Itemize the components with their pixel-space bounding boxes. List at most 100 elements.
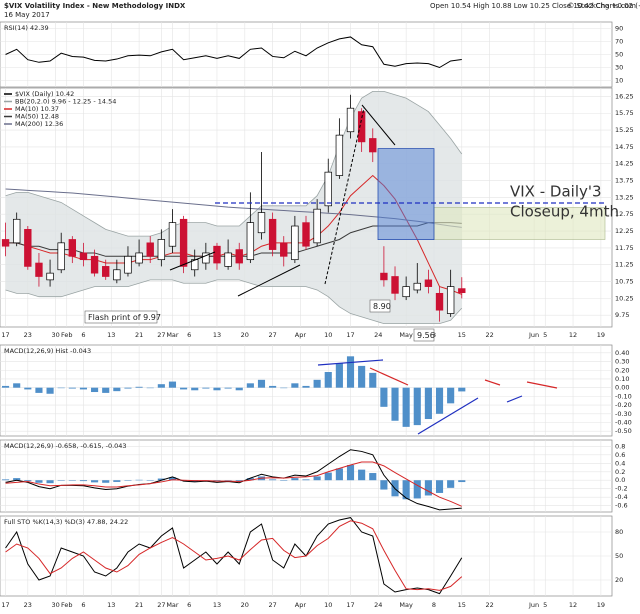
y-tick-label: 16.25 [615, 92, 634, 100]
trendline [484, 379, 501, 386]
gap-box [377, 148, 435, 241]
x-tick-label: Apr [295, 331, 307, 339]
bar [346, 356, 355, 388]
bar [91, 480, 99, 483]
candle-body [235, 249, 243, 264]
bar [246, 478, 254, 481]
candle-body [135, 252, 143, 264]
x-tick-label: May [399, 331, 413, 339]
header-date: 16 May 2017 [4, 11, 50, 19]
bar [124, 480, 132, 481]
y-tick-label: 10.25 [615, 294, 634, 302]
header-title: $VIX Volatility Index - New Methodology … [4, 2, 186, 10]
candle-body [435, 292, 444, 311]
bar [313, 379, 321, 388]
candle-body [79, 252, 88, 261]
bar [413, 480, 421, 499]
candle-body [268, 218, 277, 250]
y-tick-label: -0.6 [615, 502, 628, 510]
y-tick-label: 0.2 [615, 468, 625, 476]
panel-title: Full STO %K(14,3) %D(3) 47.88, 24.22 [4, 518, 128, 526]
bar [257, 379, 266, 388]
candle-body [213, 245, 221, 264]
bar [135, 479, 143, 481]
bar [13, 478, 21, 481]
x-tick-label: 21 [135, 331, 143, 339]
candle-body [446, 286, 455, 314]
y-tick-label: 0.20 [615, 366, 629, 374]
y-tick-label: 90 [615, 25, 623, 33]
bar [102, 480, 110, 483]
target-zone [433, 207, 606, 240]
bar [146, 387, 154, 389]
candle-body [302, 222, 310, 247]
y-tick-label: -0.40 [615, 419, 632, 427]
legend-label: $VIX (Daily) 10.42 [15, 90, 74, 98]
x-tick-label: 10 [324, 331, 332, 339]
bar [102, 387, 110, 393]
bar [358, 469, 366, 481]
bar [269, 385, 277, 388]
bar [291, 478, 299, 481]
bar [424, 480, 432, 496]
candle-body [402, 286, 410, 298]
candle-body [246, 222, 255, 261]
annotation-box [84, 310, 158, 324]
bar [280, 387, 288, 389]
x-tick-label: 20 [241, 601, 249, 609]
annotation-box [369, 299, 391, 313]
bar [180, 387, 188, 390]
y-tick-label: 0.6 [615, 451, 625, 459]
x-tick-label: 10 [324, 601, 332, 609]
bar [224, 387, 232, 389]
x-tick-label: 30 [51, 331, 59, 339]
bar [380, 480, 388, 490]
y-tick-label: 15.75 [615, 109, 634, 117]
bar [113, 387, 121, 392]
bar [324, 472, 332, 481]
x-tick-label: 13 [213, 601, 221, 609]
candle-body [24, 229, 32, 267]
x-tick-label: 13 [107, 331, 115, 339]
bar [68, 387, 76, 389]
candle-body [146, 242, 154, 257]
legend-label: BB(20,2.0) 9.96 - 12.25 - 14.54 [15, 98, 116, 106]
bar [35, 480, 43, 483]
line [5, 279, 463, 325]
panel-title: RSI(14) 42.39 [4, 24, 49, 32]
bar [157, 478, 165, 481]
bar [291, 383, 299, 388]
trendline [417, 397, 479, 435]
y-tick-label: -0.20 [615, 401, 632, 409]
y-tick-label: 0.8 [615, 442, 625, 450]
bar [402, 387, 410, 427]
x-tick-label: 24 [374, 601, 382, 609]
x-tick-label: 5 [543, 331, 547, 339]
bar [146, 480, 154, 481]
y-tick-label: -0.30 [615, 410, 632, 418]
x-tick-label: 27 [268, 331, 276, 339]
x-tick-label: Mar [166, 331, 179, 339]
bar [24, 480, 32, 482]
annotation-box [413, 328, 435, 342]
candle-body [1, 239, 10, 247]
x-tick-label: 23 [24, 601, 32, 609]
bar [346, 464, 355, 481]
x-tick-label: 5 [543, 601, 547, 609]
y-tick-label: 50 [615, 51, 623, 59]
x-tick-label: Feb [61, 331, 73, 339]
candle-body [280, 242, 288, 257]
candle-body [157, 239, 166, 261]
x-tick-label: 8 [432, 601, 436, 609]
y-tick-label: 0.0 [615, 476, 625, 484]
y-tick-label: -0.4 [615, 493, 628, 501]
x-tick-label: Jun [528, 331, 539, 339]
x-tick-label: 19 [597, 601, 605, 609]
annotation: VIX - Daily'3 [510, 183, 602, 201]
annotation: 9.56 [417, 331, 435, 340]
x-tick-label: 17 [1, 331, 9, 339]
bar [213, 387, 221, 391]
y-tick-label: 11.75 [615, 244, 634, 252]
bar [458, 387, 466, 392]
bar [168, 477, 177, 481]
